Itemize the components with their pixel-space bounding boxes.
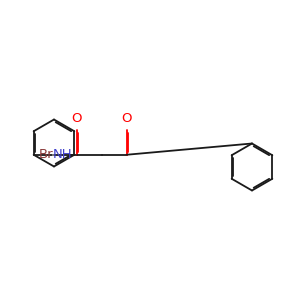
Text: O: O [71,112,82,125]
Text: Br: Br [39,148,53,161]
Text: O: O [122,112,132,125]
Text: NH: NH [52,148,72,161]
